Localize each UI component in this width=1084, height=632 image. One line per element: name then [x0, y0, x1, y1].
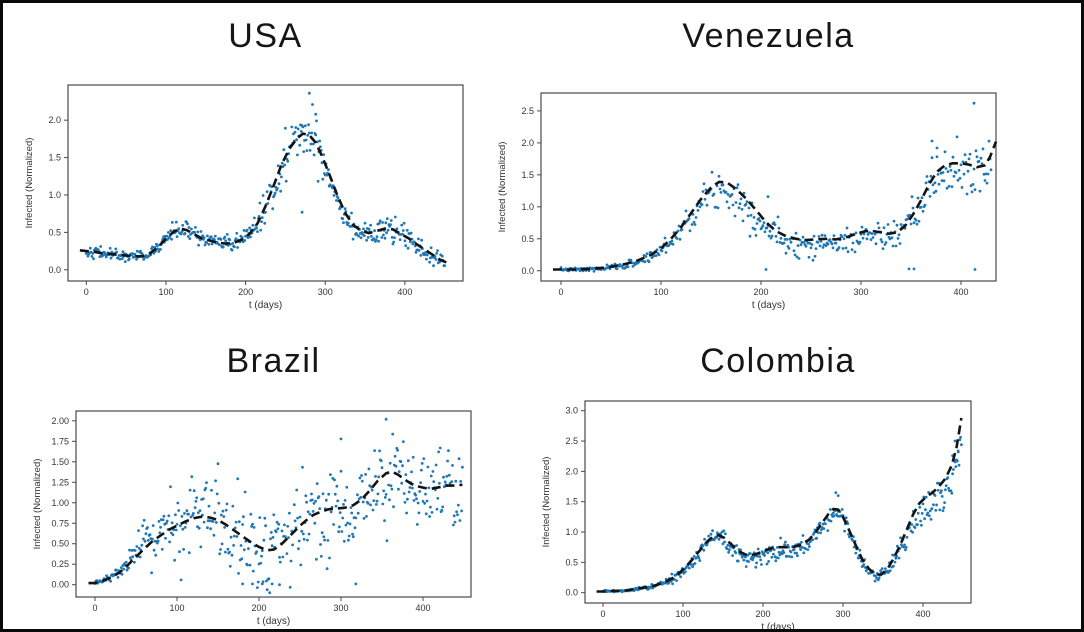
colombia-y-tick-label: 2.0: [565, 466, 578, 476]
usa-title: USA: [228, 17, 303, 55]
venezuela-outlier-point: [912, 267, 916, 271]
brazil-trend-line: [88, 470, 463, 585]
usa-x-axis-label: t (days): [249, 300, 282, 311]
venezuela-outlier-point: [930, 139, 934, 143]
venezuela-x-tick-label: 200: [753, 287, 768, 297]
brazil-x-tick-label: 400: [416, 603, 431, 613]
colombia-x-axis-label: t (days): [761, 622, 794, 632]
brazil-outlier-point: [270, 582, 274, 586]
venezuela-x-tick-label: 0: [558, 287, 563, 297]
brazil-y-tick-label: 0.50: [51, 539, 69, 549]
venezuela-scatter-points: [559, 101, 993, 273]
venezuela-y-tick-label: 1.0: [521, 202, 534, 212]
usa-plot: 0 100 200 300 400 0.0 0.5 1.0 1.5 2.0 t (days) Infe…: [24, 84, 464, 311]
colombia-x-tick-label: 0: [600, 609, 605, 619]
colombia-y-axis-label: Infected (Normalized): [541, 457, 552, 548]
colombia-y-tick-label: 3.0: [565, 406, 578, 416]
brazil-outlier-point: [384, 417, 388, 421]
usa-y-axis-label: Infected (Normalized): [24, 138, 35, 229]
usa-x-tick-label: 0: [84, 287, 89, 297]
venezuela-x-tick-label: 300: [853, 287, 868, 297]
venezuela-outlier-point: [972, 101, 976, 105]
usa-x-tick-label: 400: [397, 287, 412, 297]
usa-y-tick-label: 0.0: [48, 265, 61, 275]
usa-x-tick-label: 300: [318, 287, 333, 297]
colombia-axes-frame: [584, 400, 972, 604]
colombia-trend-line: [596, 417, 963, 593]
colombia-x-tick-label: 100: [675, 609, 690, 619]
brazil-outlier-point: [260, 582, 264, 586]
colombia-outlier-point: [834, 491, 838, 494]
venezuela-y-axis-label: Infected (Normalized): [497, 142, 508, 233]
venezuela-outlier-point: [973, 268, 977, 271]
brazil-x-tick-label: 300: [334, 603, 349, 613]
brazil-x-tick-label: 0: [93, 603, 98, 613]
brazil-y-tick-label: 0.75: [51, 518, 69, 528]
venezuela-y-tick-label: 2.5: [521, 106, 534, 116]
colombia-x-tick-label: 200: [755, 609, 770, 619]
usa-y-tick-label: 2.0: [48, 115, 61, 125]
brazil-y-tick-label: 1.75: [51, 436, 69, 446]
colombia-y-tick-label: 1.5: [565, 497, 578, 507]
usa-y-tick-label: 1.5: [48, 153, 61, 163]
colombia-y-tick-label: 0.0: [565, 588, 578, 598]
brazil-outlier-point: [278, 583, 281, 587]
brazil-outlier-point: [339, 437, 343, 441]
venezuela-y-tick-label: 1.5: [521, 170, 534, 180]
colombia-outlier-point: [956, 450, 960, 454]
venezuela-outlier-point: [766, 195, 770, 199]
brazil-outlier-point: [241, 582, 245, 586]
brazil-axes-frame: [75, 410, 472, 598]
venezuela-axes-frame: [540, 92, 997, 282]
venezuela-x-axis-label: t (days): [752, 300, 785, 311]
brazil-y-axis-label: Infected (Normalized): [32, 459, 43, 550]
colombia-x-tick-label: 300: [835, 609, 850, 619]
venezuela-trend-line: [553, 141, 998, 271]
venezuela-x-tick-label: 100: [653, 287, 668, 297]
colombia-y-tick-label: 0.5: [565, 557, 578, 567]
venezuela-outlier-point: [935, 146, 939, 150]
venezuela-x-tick-label: 400: [953, 287, 968, 297]
brazil-outlier-point: [354, 582, 358, 586]
venezuela-outlier-point: [907, 267, 911, 271]
colombia-outlier-point: [836, 494, 840, 497]
brazil-y-tick-label: 1.50: [51, 457, 69, 467]
brazil-plot: 0 100 200 300 400 0.00 0.25 0.50 0.75 1.00 1.25 1.5…: [32, 410, 472, 627]
usa-axes-frame: [67, 84, 464, 282]
venezuela-y-tick-label: 0.0: [521, 266, 534, 276]
usa-x-tick-label: 200: [238, 287, 253, 297]
usa-outlier-point: [314, 112, 318, 116]
venezuela-y-tick-label: 2.0: [521, 138, 534, 148]
brazil-x-axis-label: t (days): [257, 616, 290, 627]
venezuela-title: Venezuela: [682, 17, 855, 55]
venezuela-y-tick-label: 0.5: [521, 234, 534, 244]
colombia-title: Colombia: [700, 342, 856, 380]
brazil-y-tick-label: 1.00: [51, 498, 69, 508]
colombia-plot: 0 100 200 300 400 0.0 0.5 1.0 1.5 2.0 2.5 3.0 t (day…: [541, 400, 972, 632]
usa-outlier-point: [300, 210, 304, 214]
usa-y-tick-label: 0.5: [48, 227, 61, 237]
brazil-y-tick-label: 0.00: [51, 580, 69, 590]
usa-outlier-point: [307, 91, 311, 95]
brazil-y-tick-label: 0.25: [51, 559, 69, 569]
venezuela-outlier-point: [764, 268, 768, 271]
colombia-outlier-point: [953, 439, 957, 443]
brazil-y-tick-label: 2.00: [51, 416, 69, 426]
colombia-y-tick-label: 1.0: [565, 527, 578, 537]
usa-y-tick-label: 1.0: [48, 190, 61, 200]
venezuela-plot: 0 100 200 300 400 0.0 0.5 1.0 1.5 2.0 2.5 t (days) I…: [497, 92, 998, 311]
figure-canvas: 0 100 200 300 400 0.0 0.5 1.0 1.5 2.0 t (days) Infe…: [24, 84, 998, 632]
brazil-title: Brazil: [226, 342, 321, 380]
usa-trend-line: [79, 132, 447, 264]
colombia-y-tick-label: 2.5: [565, 436, 578, 446]
colombia-x-tick-label: 400: [915, 609, 930, 619]
usa-outlier-point: [311, 103, 314, 106]
brazil-outlier-point: [251, 582, 254, 586]
brazil-y-tick-label: 1.25: [51, 477, 69, 487]
usa-x-tick-label: 100: [158, 287, 173, 297]
brazil-x-tick-label: 200: [252, 603, 267, 613]
brazil-x-tick-label: 100: [170, 603, 185, 613]
